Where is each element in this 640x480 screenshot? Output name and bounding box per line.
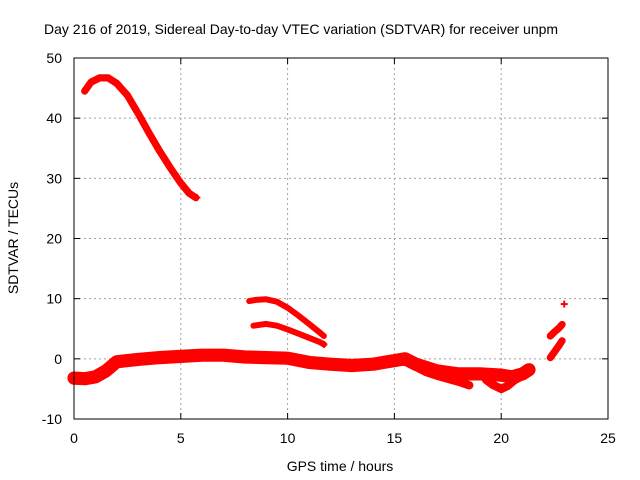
y-tick-label: 10 <box>46 291 62 307</box>
x-tick-label: 20 <box>493 430 509 446</box>
x-tick-label: 5 <box>177 430 185 446</box>
data-series-arc-end-b <box>546 337 566 362</box>
y-tick-label: 20 <box>46 231 62 247</box>
x-tick-label: 15 <box>387 430 403 446</box>
data-series-band-main <box>67 348 536 386</box>
chart-title: Day 216 of 2019, Sidereal Day-to-day VTE… <box>44 21 558 37</box>
data-point-marker <box>320 340 328 348</box>
data-point-marker <box>193 194 201 202</box>
tick-layer: 0 5 10 15 20 25 -10 0 10 20 30 40 50 <box>42 50 616 446</box>
data-point-marker <box>560 300 568 308</box>
data-series-band-dip <box>482 371 527 394</box>
x-axis-label: GPS time / hours <box>287 458 394 474</box>
y-tick-label: 50 <box>46 50 62 66</box>
x-tick-label: 10 <box>280 430 296 446</box>
data-series-band-lower <box>400 356 474 390</box>
data-series-arc-2 <box>246 296 327 339</box>
y-tick-label: 40 <box>46 110 62 126</box>
data-series-arc-1 <box>81 74 200 202</box>
data-series-arc-end-a <box>546 320 566 340</box>
x-tick-label: 0 <box>70 430 78 446</box>
y-axis-label: SDTVAR / TECUs <box>5 182 21 294</box>
y-tick-label: 0 <box>54 351 62 367</box>
y-tick-label: 30 <box>46 170 62 186</box>
x-tick-label: 25 <box>600 430 616 446</box>
data-layer <box>67 74 568 394</box>
data-series-arc-3 <box>250 320 327 348</box>
y-tick-label: -10 <box>42 411 62 427</box>
